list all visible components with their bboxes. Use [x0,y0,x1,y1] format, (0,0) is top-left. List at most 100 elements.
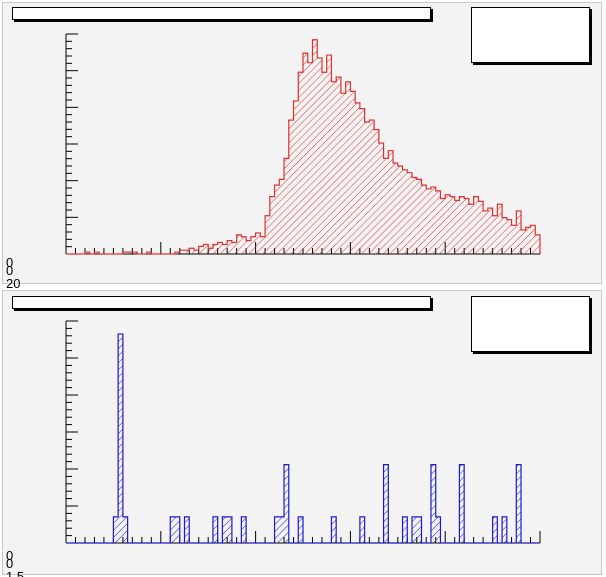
bottom-histogram-bin [118,334,123,543]
bottom-histogram-bin [122,516,128,543]
top-histogram-bin [426,188,431,254]
top-histogram-bin [369,120,375,254]
bottom-histogram-bin [359,516,365,543]
bottom-histogram-bin [412,516,417,543]
top-histogram-bin [227,240,232,254]
top-histogram-bin [189,248,194,254]
top-histogram-bin [217,242,223,254]
top-histogram-bin [241,236,247,254]
top-histogram-bin [440,198,446,254]
top-histogram-bin [132,252,138,254]
top-histogram-bin [364,122,370,254]
top-histogram-bin [421,185,427,254]
top-histogram-bin [298,72,303,255]
top-histogram-bin [293,100,299,255]
top-histogram-bin [459,196,465,254]
bottom-histogram-bin [170,516,176,543]
top-histogram-bin [303,53,308,255]
top-histogram-bin [326,55,332,254]
bottom-histogram-bin [184,516,190,543]
top-histogram-bin [449,196,455,254]
bottom-histogram-bin [274,516,280,543]
top-histogram-bin [122,252,128,254]
bottom-y-tick-label: 1.5 [6,569,24,577]
top-histogram-bin [203,244,209,254]
top-histogram-bin [478,201,484,254]
top-histogram-bin [492,215,498,254]
top-histogram-bin [336,77,341,254]
bottom-histogram-bin [435,516,441,543]
top-histogram-bin [535,234,540,254]
top-histogram-bin [255,232,261,254]
top-histogram-bin [483,210,488,254]
top-histogram-bin [350,91,356,255]
bottom-histogram-stats-box [471,296,590,352]
top-histogram-bin [525,227,531,254]
top-histogram-bin [84,252,90,254]
top-histogram-bin [454,200,460,254]
top-histogram-bin [402,169,408,254]
bottom-histogram-bin [430,464,436,543]
top-histogram-bin [412,177,417,254]
bottom-histogram: 001.5 [6,320,541,577]
bottom-histogram-bin [227,516,232,543]
top-histogram-bin [274,185,280,254]
top-histogram-bin [331,81,337,255]
top-histogram-bin [388,150,394,254]
bottom-histogram-outline [66,333,540,544]
top-histogram-bin [435,190,441,254]
top-histogram-bin [288,120,294,254]
top-y-tick-label: 20 [6,276,20,291]
top-histogram-bin [198,246,204,254]
top-histogram-bin [260,236,266,254]
top-histogram-bin [521,230,526,254]
top-histogram-bin [317,57,322,255]
top-histogram-bin [359,108,365,254]
top-histogram-bin [208,248,213,254]
top-histogram-bin [378,143,384,254]
bottom-histogram-bin [383,464,389,543]
top-histogram-bin [502,217,507,254]
top-histogram-bin [487,208,493,254]
top-histogram-bin [212,244,218,254]
top-histogram-bin [307,62,313,255]
top-histogram-bin [355,102,360,254]
top-histogram-bin [94,252,100,254]
top-histogram-outline [66,39,541,255]
bottom-y-tick-label: 0 [6,548,13,563]
top-histogram-bin [511,225,517,254]
top-histogram-bin [222,244,228,254]
top-histogram-bin [416,179,422,254]
top-histogram-bin [340,93,346,254]
top-histogram-bin [445,194,450,254]
top-histogram-bin [383,158,389,254]
bottom-histogram-bin [241,516,247,543]
top-histogram-bin [246,240,251,254]
bottom-histogram-bin [279,516,285,543]
bottom-histogram-bin [459,464,465,543]
top-histogram-bin [146,252,152,254]
bottom-histogram-bin [222,516,228,543]
top-histogram-bin [393,163,398,254]
bottom-histogram-bin [502,516,507,543]
top-histogram-bin [250,236,256,254]
top-histogram-bin [321,72,327,255]
top-histogram-bin [312,39,318,254]
top-histogram-stats-box [471,7,590,63]
bottom-histogram-bin [298,516,303,543]
bottom-histogram-bin [175,516,180,543]
top-histogram-bin [175,252,180,254]
top-histogram-bin [231,242,237,254]
top-histogram-bin [473,196,479,254]
bottom-histogram-bin [402,516,408,543]
bottom-histogram-bin [113,516,119,543]
top-histogram-bin [127,252,133,254]
bottom-histogram-bin [212,516,218,543]
bottom-histogram-title-box [12,296,431,309]
top-histogram-title-box [12,7,431,20]
top-histogram-bin [506,219,512,254]
top-histogram-bin [516,210,522,254]
top-histogram-bin [407,172,413,254]
